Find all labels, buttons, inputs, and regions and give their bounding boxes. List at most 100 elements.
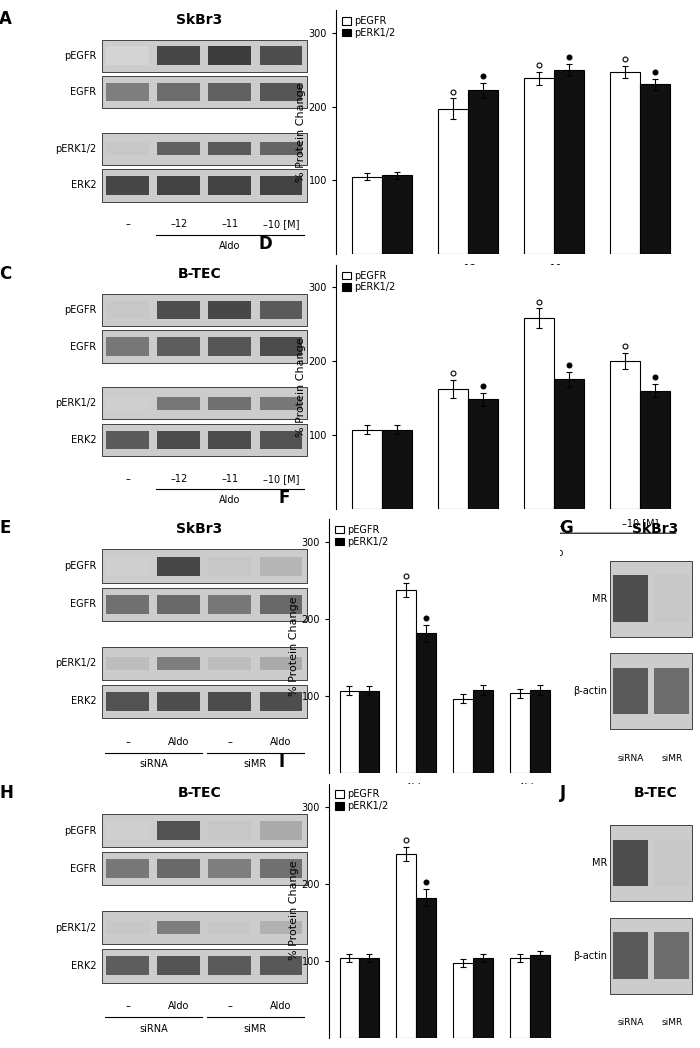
- Bar: [158, 821, 200, 840]
- Bar: [554, 379, 584, 509]
- Bar: [613, 575, 648, 621]
- Text: siMR: siMR: [661, 754, 682, 763]
- Text: ERK2: ERK2: [71, 697, 97, 706]
- Bar: [106, 46, 149, 65]
- Bar: [106, 149, 149, 155]
- Bar: [610, 361, 640, 509]
- Bar: [654, 669, 689, 715]
- Text: –12: –12: [459, 264, 477, 275]
- Text: –: –: [228, 737, 232, 746]
- Text: F: F: [278, 488, 290, 506]
- Text: –11: –11: [545, 519, 563, 528]
- Text: SkBr3: SkBr3: [632, 522, 678, 536]
- Bar: [106, 821, 149, 840]
- Bar: [468, 90, 498, 255]
- Text: siMR: siMR: [244, 1024, 267, 1033]
- Bar: [613, 933, 648, 979]
- Bar: [102, 814, 307, 848]
- Bar: [106, 301, 149, 320]
- Bar: [106, 692, 149, 711]
- Bar: [106, 176, 149, 195]
- Text: pEGFR: pEGFR: [64, 50, 97, 61]
- Text: B-TEC: B-TEC: [177, 267, 221, 281]
- Bar: [654, 839, 689, 887]
- Bar: [610, 918, 692, 994]
- Bar: [260, 595, 302, 614]
- Bar: [102, 40, 307, 71]
- Text: –: –: [357, 783, 362, 793]
- Bar: [102, 423, 307, 456]
- Bar: [473, 958, 493, 1038]
- Bar: [610, 825, 692, 901]
- Text: pERK1/2: pERK1/2: [55, 658, 97, 669]
- Bar: [209, 46, 251, 65]
- Bar: [209, 595, 251, 614]
- Text: –12: –12: [170, 219, 188, 230]
- Bar: [158, 83, 200, 102]
- Bar: [260, 431, 302, 449]
- Legend: pEGFR, pERK1/2: pEGFR, pERK1/2: [334, 788, 390, 812]
- Bar: [106, 663, 149, 670]
- Legend: pEGFR, pERK1/2: pEGFR, pERK1/2: [341, 269, 397, 293]
- Bar: [416, 897, 436, 1038]
- Bar: [654, 575, 689, 621]
- Bar: [158, 431, 200, 449]
- Bar: [530, 690, 550, 773]
- Text: pEGFR: pEGFR: [64, 305, 97, 315]
- Text: –: –: [125, 219, 130, 230]
- Bar: [158, 176, 200, 195]
- Bar: [102, 647, 307, 680]
- Text: Aldo: Aldo: [168, 1001, 190, 1011]
- Bar: [106, 431, 149, 449]
- Text: –10 [M]: –10 [M]: [262, 474, 299, 484]
- Bar: [106, 927, 149, 935]
- Bar: [209, 921, 251, 927]
- Text: Aldo: Aldo: [519, 783, 540, 793]
- Bar: [158, 663, 200, 670]
- Bar: [510, 693, 530, 773]
- Bar: [260, 143, 302, 149]
- Text: Aldo: Aldo: [270, 1001, 292, 1011]
- Text: B-TEC: B-TEC: [177, 786, 221, 801]
- Text: D: D: [259, 235, 273, 253]
- Text: pEGFR: pEGFR: [64, 562, 97, 571]
- Bar: [610, 561, 692, 636]
- Bar: [106, 337, 149, 355]
- Bar: [260, 176, 302, 195]
- Text: siMR: siMR: [661, 1018, 682, 1027]
- Bar: [209, 83, 251, 102]
- Text: –: –: [379, 519, 384, 528]
- Bar: [209, 657, 251, 663]
- Text: Aldo: Aldo: [219, 496, 241, 505]
- Bar: [106, 956, 149, 976]
- Bar: [158, 595, 200, 614]
- Bar: [610, 72, 640, 255]
- Bar: [102, 170, 307, 201]
- Text: –11: –11: [545, 264, 563, 275]
- Bar: [260, 403, 302, 410]
- Bar: [102, 133, 307, 165]
- Bar: [158, 46, 200, 65]
- Bar: [209, 431, 251, 449]
- Text: –: –: [125, 474, 130, 484]
- Bar: [359, 958, 379, 1038]
- Bar: [473, 690, 493, 773]
- Bar: [209, 692, 251, 711]
- Bar: [209, 663, 251, 670]
- Text: –: –: [228, 1001, 232, 1011]
- Bar: [340, 691, 359, 773]
- Bar: [260, 556, 302, 575]
- Text: I: I: [278, 752, 284, 771]
- Bar: [158, 657, 200, 663]
- Text: siRNA: siRNA: [617, 1018, 644, 1027]
- Bar: [106, 859, 149, 878]
- Bar: [613, 839, 648, 887]
- Text: ERK2: ERK2: [71, 180, 97, 191]
- Text: Aldo: Aldo: [219, 241, 241, 250]
- Bar: [106, 143, 149, 149]
- Bar: [260, 956, 302, 976]
- Text: A: A: [0, 10, 12, 28]
- Bar: [158, 921, 200, 927]
- Bar: [260, 821, 302, 840]
- Y-axis label: % Protein Change: % Protein Change: [288, 860, 299, 960]
